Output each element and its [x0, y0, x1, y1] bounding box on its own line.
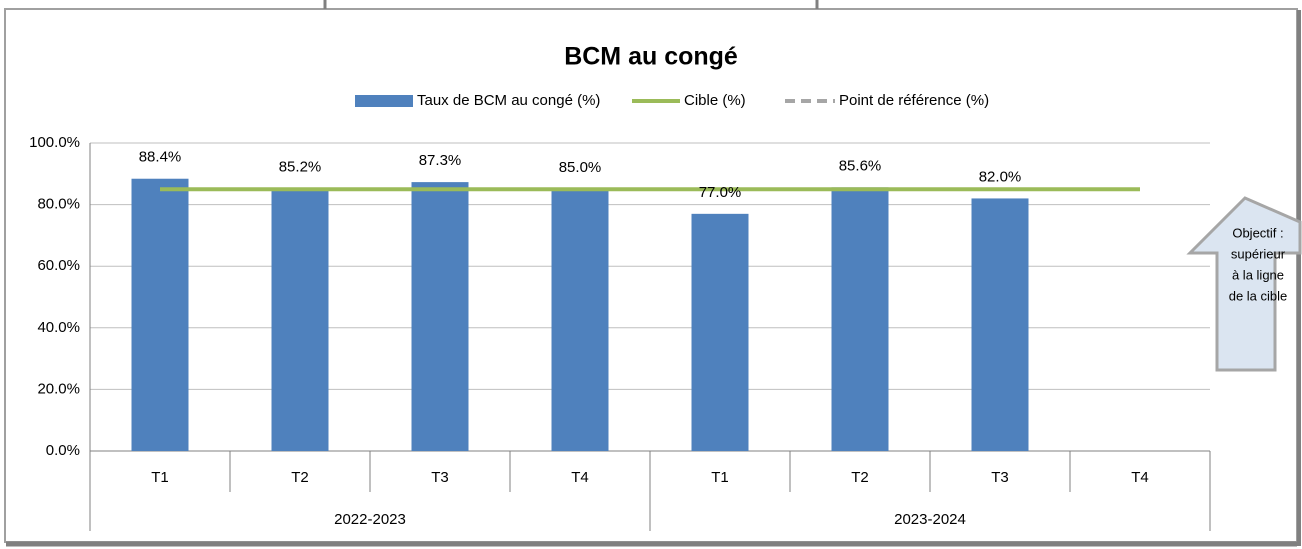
- data-label: 85.0%: [559, 159, 602, 176]
- x-tick-label: T4: [571, 469, 589, 486]
- bar: [271, 188, 329, 452]
- group-label: 2023-2024: [894, 511, 966, 528]
- y-tick-label: 20.0%: [37, 380, 80, 397]
- x-tick-label: T3: [431, 469, 449, 486]
- legend-label: Point de référence (%): [839, 92, 989, 109]
- data-label: 77.0%: [699, 184, 742, 201]
- x-tick-label: T1: [151, 469, 169, 486]
- annotation-arrow: [1186, 196, 1302, 372]
- bar: [411, 182, 469, 451]
- annotation-text: de la cible: [1229, 288, 1288, 303]
- data-label: 87.3%: [419, 152, 462, 169]
- data-label: 88.4%: [139, 149, 182, 166]
- y-tick-label: 100.0%: [29, 134, 80, 151]
- data-label: 85.6%: [839, 157, 882, 174]
- annotation-text: à la ligne: [1232, 267, 1284, 282]
- frame: [4, 8, 1298, 543]
- bar: [831, 187, 889, 452]
- data-label: 85.2%: [279, 159, 322, 176]
- bar: [691, 213, 749, 451]
- y-tick-label: 60.0%: [37, 257, 80, 274]
- legend-label: Taux de BCM au congé (%): [417, 92, 600, 109]
- x-tick-label: T2: [291, 469, 309, 486]
- x-tick-label: T2: [851, 469, 869, 486]
- bar: [551, 189, 609, 451]
- group-label: 2022-2023: [334, 511, 406, 528]
- bar: [131, 178, 189, 451]
- bar: [971, 198, 1029, 451]
- x-tick-label: T1: [711, 469, 729, 486]
- x-tick-label: T4: [1131, 469, 1149, 486]
- x-tick-label: T3: [991, 469, 1009, 486]
- y-tick-label: 0.0%: [46, 442, 80, 459]
- annotation-text: supérieur: [1231, 246, 1286, 261]
- y-tick-label: 40.0%: [37, 319, 80, 336]
- legend-swatch: [355, 95, 413, 107]
- y-tick-label: 80.0%: [37, 196, 80, 213]
- annotation-text: Objectif :: [1232, 225, 1283, 240]
- chart-title: BCM au congé: [564, 43, 738, 71]
- legend-label: Cible (%): [684, 92, 746, 109]
- data-label: 82.0%: [979, 168, 1022, 185]
